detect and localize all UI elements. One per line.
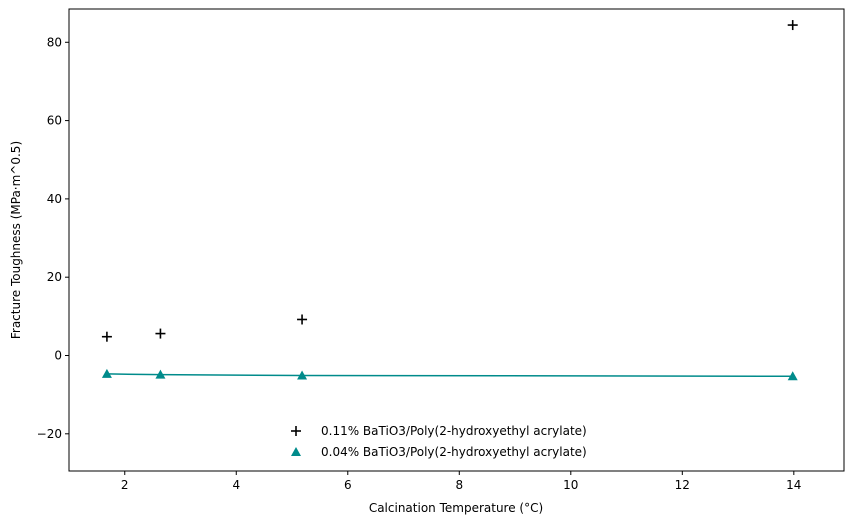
data-point-series-1 [155, 328, 166, 339]
legend-label-series-2: 0.04% BaTiO3/Poly(2-hydroxyethyl acrylat… [321, 445, 587, 459]
x-tick-label: 6 [344, 478, 352, 492]
legend-marker-triangle [291, 447, 301, 456]
x-tick-label: 10 [563, 478, 578, 492]
x-axis-label: Calcination Temperature (°C) [369, 501, 543, 515]
legend-plus-icon [291, 426, 301, 436]
y-tick-label: 20 [47, 270, 62, 284]
data-point-series-1 [787, 20, 798, 31]
series-2-line [106, 373, 793, 378]
y-tick-label: 60 [47, 114, 62, 128]
data-point-series-1 [297, 314, 308, 325]
legend-entry-series-1: 0.11% BaTiO3/Poly(2-hydroxyethyl acrylat… [291, 424, 587, 438]
x-tick-label: 4 [232, 478, 240, 492]
y-tick-label: 40 [47, 192, 62, 206]
y-tick-label: 80 [47, 35, 62, 49]
data-point-series-2 [787, 371, 798, 381]
y-tick-label: −20 [37, 427, 62, 441]
x-tick-label: 14 [786, 478, 801, 492]
data-point-series-2 [297, 370, 308, 380]
plot-area [101, 20, 798, 381]
x-tick-label: 8 [455, 478, 463, 492]
legend-label-series-1: 0.11% BaTiO3/Poly(2-hydroxyethyl acrylat… [321, 424, 587, 438]
axes-frame [68, 8, 845, 472]
legend-triangle-icon [291, 447, 301, 456]
legend-marker-plus [291, 426, 301, 436]
y-tick-label: 0 [54, 349, 62, 363]
axis-ticks: 2 4 6 8 10 12 14 −20 0 20 40 60 80 [37, 35, 802, 492]
legend: 0.11% BaTiO3/Poly(2-hydroxyethyl acrylat… [291, 424, 587, 459]
data-point-series-2 [155, 369, 166, 379]
y-axis-label: Fracture Toughness (MPa·m^0.5) [9, 141, 23, 339]
data-point-series-2 [101, 368, 112, 378]
x-tick-label: 2 [121, 478, 129, 492]
legend-entry-series-2: 0.04% BaTiO3/Poly(2-hydroxyethyl acrylat… [291, 445, 587, 459]
data-point-series-1 [101, 331, 112, 342]
x-tick-label: 12 [675, 478, 690, 492]
